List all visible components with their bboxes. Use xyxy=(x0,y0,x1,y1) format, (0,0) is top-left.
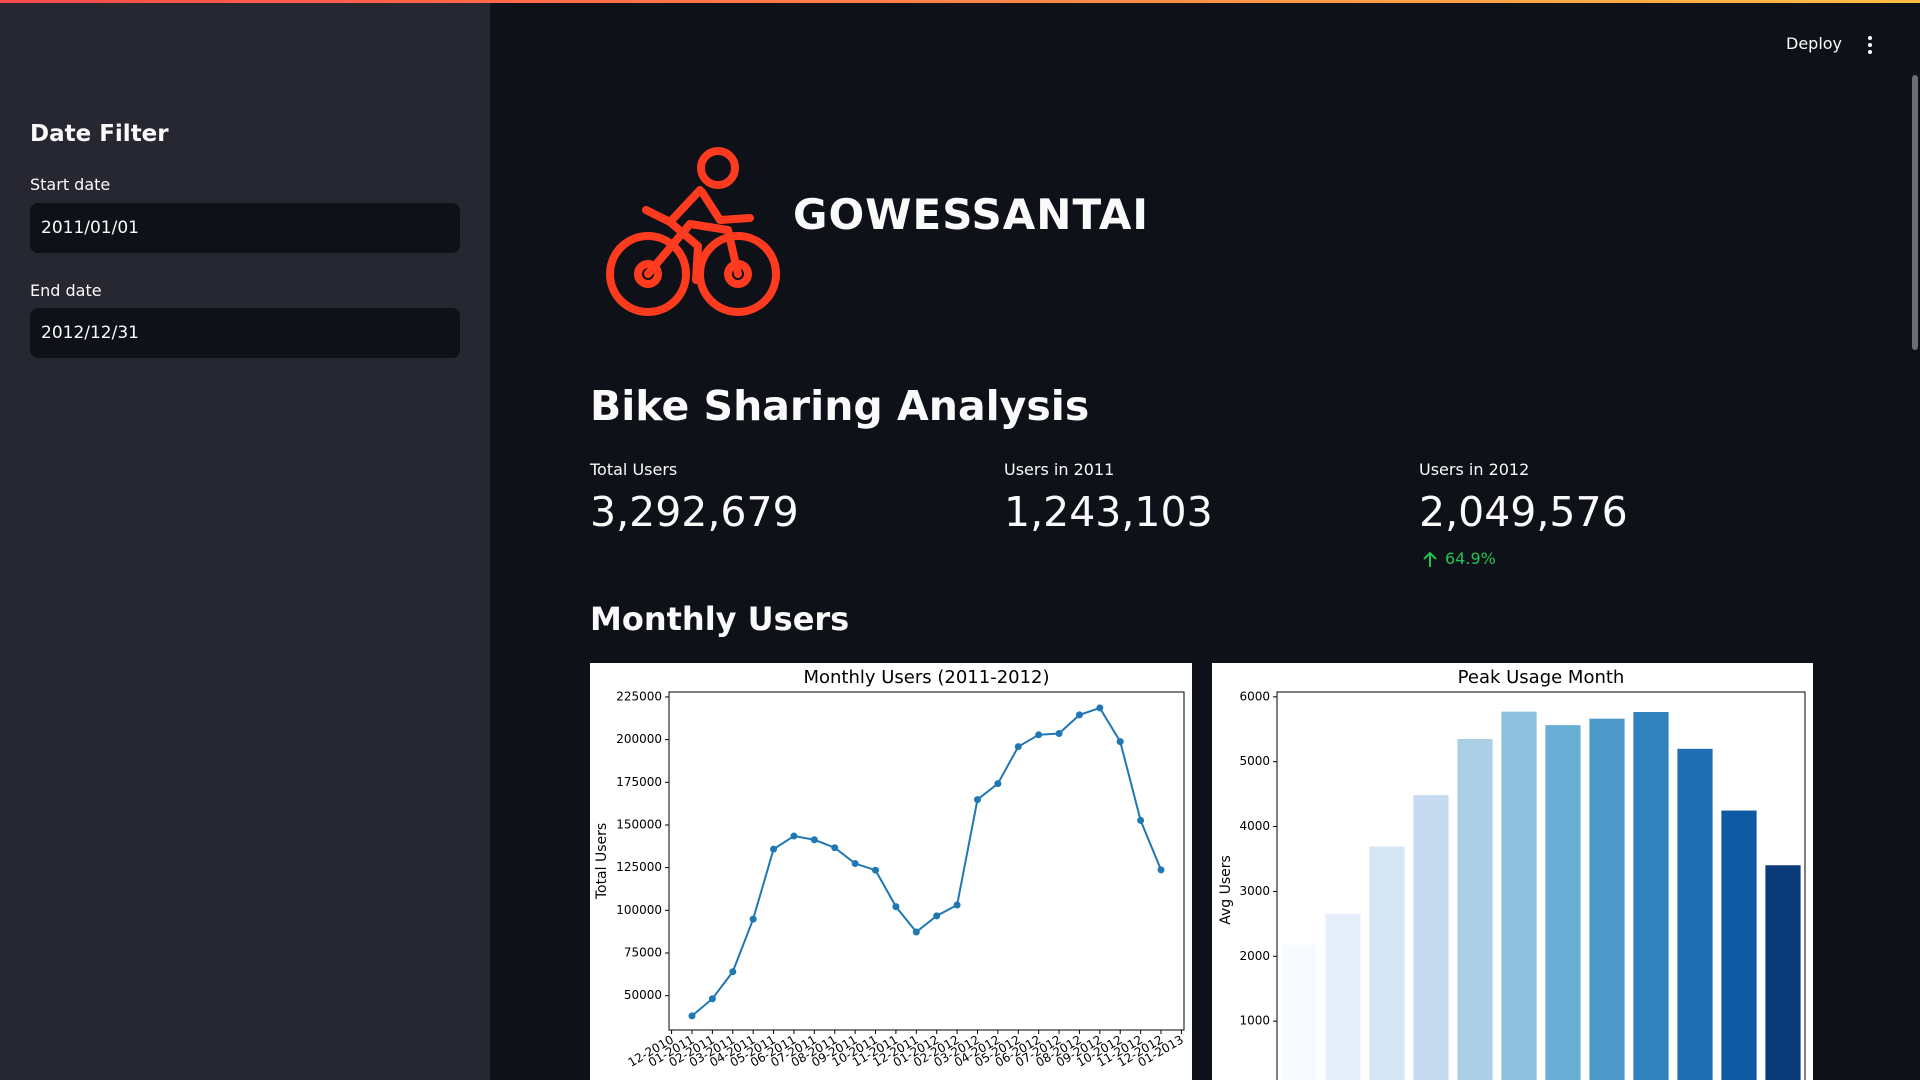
plot-frame xyxy=(668,691,1185,1031)
point xyxy=(790,832,798,840)
y-tick-label: 6000 xyxy=(1239,689,1270,703)
y-tick-label: 3000 xyxy=(1239,884,1270,898)
point xyxy=(831,844,839,852)
bar xyxy=(1325,913,1361,1080)
metric-value: 2,049,576 xyxy=(1419,488,1628,536)
point xyxy=(912,928,920,936)
point xyxy=(872,866,880,874)
y-axis-label: Avg Users xyxy=(1218,855,1234,925)
chart-title: Peak Usage Month xyxy=(1458,667,1625,688)
bar xyxy=(1457,739,1493,1080)
point xyxy=(1157,866,1165,874)
point xyxy=(933,912,941,920)
metric-label: Total Users xyxy=(590,460,678,479)
bar-chart: Peak Usage Month Avg Users 1000 2000 3000 400… xyxy=(1212,663,1813,1080)
end-date-input[interactable]: 2012/12/31 xyxy=(30,308,460,358)
logo-text: GOWESSANTAI xyxy=(793,190,1149,239)
bar xyxy=(1369,846,1405,1080)
start-label: Start date xyxy=(30,175,111,194)
page-title: Bike Sharing Analysis xyxy=(590,382,1090,430)
point xyxy=(1055,729,1063,737)
scrollbar[interactable] xyxy=(1912,75,1918,350)
y-tick-label: 225000 xyxy=(616,689,662,703)
y-tick-label: 4000 xyxy=(1239,819,1270,833)
point xyxy=(1035,731,1043,739)
point xyxy=(973,796,981,804)
point xyxy=(708,995,716,1003)
y-tick-label: 5000 xyxy=(1239,754,1270,768)
bar xyxy=(1633,711,1669,1080)
logo-icon xyxy=(606,147,780,316)
point xyxy=(1075,711,1083,719)
point xyxy=(810,836,818,844)
bar xyxy=(1677,748,1713,1080)
bar xyxy=(1765,865,1801,1080)
bar xyxy=(1413,795,1449,1080)
metric-label: Users in 2012 xyxy=(1419,460,1530,479)
y-tick-label: 50000 xyxy=(624,988,662,1002)
metric-label: Users in 2011 xyxy=(1004,460,1115,479)
point xyxy=(994,780,1002,788)
bar xyxy=(1281,944,1317,1080)
deploy-button[interactable]: Deploy xyxy=(1786,34,1843,53)
metric-value: 1,243,103 xyxy=(1004,488,1213,536)
bar xyxy=(1589,718,1625,1080)
chart-title: Monthly Users (2011-2012) xyxy=(803,667,1049,688)
point xyxy=(688,1012,696,1020)
metric-value: 3,292,679 xyxy=(590,488,799,536)
point xyxy=(851,860,859,868)
end-label: End date xyxy=(30,281,102,300)
bar xyxy=(1545,725,1581,1080)
point xyxy=(1116,738,1124,746)
metric-delta: 64.9% xyxy=(1445,549,1496,568)
section-heading: Monthly Users xyxy=(590,600,850,638)
point xyxy=(749,915,757,923)
start-date-input[interactable]: 2011/01/01 xyxy=(30,203,460,253)
menu-button[interactable] xyxy=(1868,36,1872,57)
y-tick-label: 2000 xyxy=(1239,949,1270,963)
y-axis-label: Total Users xyxy=(594,823,610,900)
point xyxy=(1014,743,1022,751)
y-tick-label: 75000 xyxy=(624,946,662,960)
bar xyxy=(1501,711,1537,1080)
y-tick-label: 175000 xyxy=(616,775,662,789)
line xyxy=(691,706,1162,1017)
bar xyxy=(1721,810,1757,1080)
point xyxy=(1096,704,1104,712)
line-chart: Monthly Users (2011-2012) Total Users 5000… xyxy=(590,663,1192,1080)
plot-frame xyxy=(1276,691,1806,1080)
point xyxy=(953,901,961,909)
delta-arrow xyxy=(1423,551,1437,567)
point xyxy=(1137,816,1145,824)
sidebar: Date Filter Start date 2011/01/01 End da… xyxy=(0,3,490,1080)
y-tick-label: 200000 xyxy=(616,732,662,746)
y-tick-label: 1000 xyxy=(1239,1014,1270,1028)
point xyxy=(892,903,900,911)
point xyxy=(729,968,737,976)
y-tick-label: 150000 xyxy=(616,817,662,831)
y-tick-label: 125000 xyxy=(616,860,662,874)
top-decoration xyxy=(0,0,1920,3)
y-tick-label: 100000 xyxy=(616,903,662,917)
sidebar-title: Date Filter xyxy=(30,121,169,147)
point xyxy=(770,845,778,853)
